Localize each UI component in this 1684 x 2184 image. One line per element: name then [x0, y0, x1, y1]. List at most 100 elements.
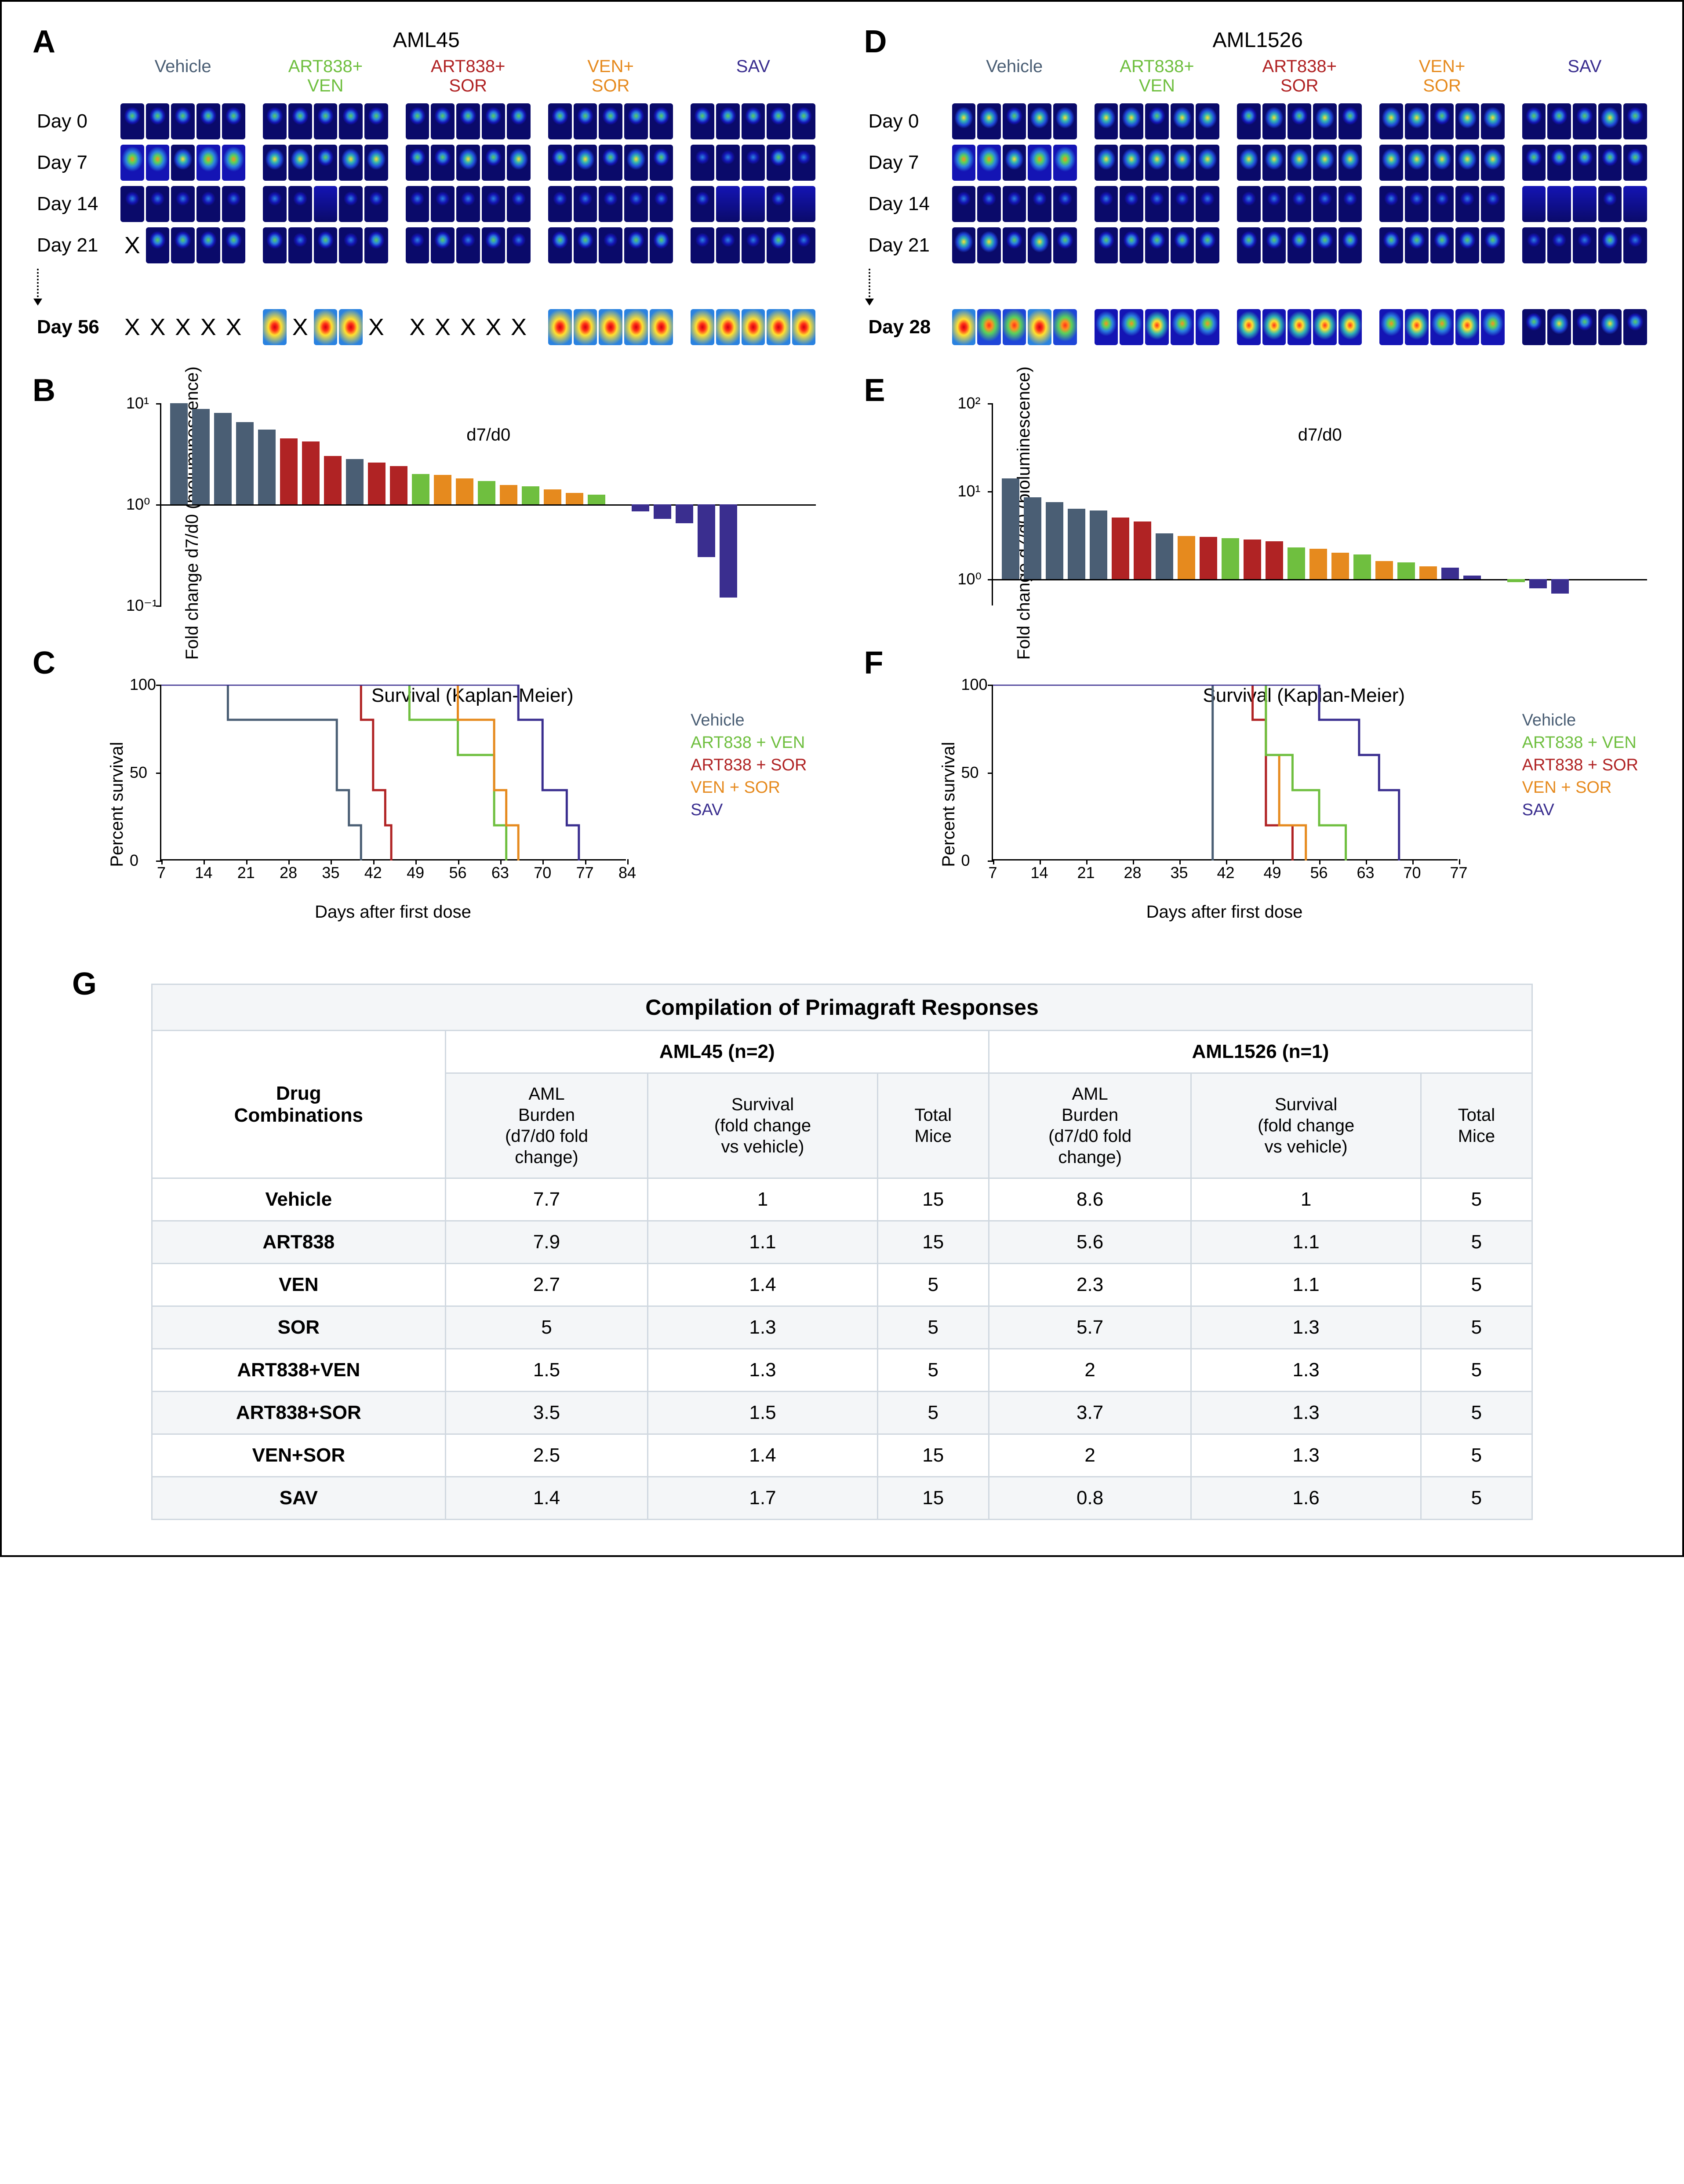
mouse-image: X — [406, 309, 429, 345]
mouse-image — [599, 227, 622, 263]
km-xtick-label: 21 — [1077, 864, 1095, 882]
table-cell: 1.3 — [1191, 1434, 1421, 1477]
table-cell: 15 — [877, 1434, 989, 1477]
table-cell: 5 — [877, 1349, 989, 1392]
mouse-image — [792, 227, 816, 263]
row-km: C Survival (Kaplan-Meier)050100714212835… — [37, 649, 1647, 931]
mouse-image — [716, 145, 740, 181]
bar — [346, 459, 364, 504]
mouse-image — [1573, 103, 1597, 139]
mouse-image — [650, 309, 673, 345]
table-cell: 1.4 — [648, 1264, 877, 1306]
mouse-image — [1573, 227, 1597, 263]
bar — [1222, 538, 1239, 579]
table-cell: 1.5 — [445, 1349, 648, 1392]
table-cell: 5 — [1421, 1392, 1532, 1434]
mouse-image — [482, 103, 506, 139]
mouse-image — [1338, 227, 1362, 263]
mouse-image — [339, 145, 363, 181]
mouse-image — [1379, 186, 1403, 222]
mouse-image — [599, 309, 622, 345]
panel-f: F Survival (Kaplan-Meier)050100714212835… — [869, 649, 1648, 931]
panel-a: A AML45 VehicleART838+VENART838+SORVEN+S… — [37, 28, 816, 350]
bar — [1419, 566, 1437, 579]
table-model-header: AML45 (n=2) — [445, 1031, 989, 1073]
mouse-image — [1028, 145, 1051, 181]
bar — [588, 495, 605, 504]
ivis-group-label: ART838+VEN — [1095, 57, 1219, 95]
mouse-image — [1171, 103, 1194, 139]
mouse-image — [1338, 103, 1362, 139]
table-cell: 1 — [1191, 1178, 1421, 1221]
mouse-image — [650, 227, 673, 263]
km-xtick-label: 70 — [1403, 864, 1421, 882]
mouse-image — [691, 227, 714, 263]
panel-letter-b: B — [33, 372, 55, 408]
mouse-image: X — [120, 309, 144, 345]
mouse-image — [364, 227, 388, 263]
table-cell: 3.5 — [445, 1392, 648, 1434]
table-cell: 1.5 — [648, 1392, 877, 1434]
table-cell: 5 — [1421, 1349, 1532, 1392]
mouse-image — [1095, 103, 1118, 139]
bar — [1507, 579, 1525, 582]
mouse-image — [952, 227, 976, 263]
table-cell: 1.7 — [648, 1477, 877, 1520]
bar — [1090, 510, 1107, 579]
mouse-image — [1262, 309, 1286, 345]
table-cell: 1.3 — [648, 1306, 877, 1349]
mouse-image — [1598, 309, 1622, 345]
table-cell-drug: VEN+SOR — [152, 1434, 446, 1477]
mouse-image — [1028, 103, 1051, 139]
mouse-image: X — [146, 309, 170, 345]
mouse-image — [1598, 186, 1622, 222]
table-cell: 0.8 — [989, 1477, 1191, 1520]
mouse-image — [548, 186, 572, 222]
mouse-image — [196, 145, 220, 181]
ivis-group-label: ART838+VEN — [263, 57, 388, 95]
mouse-image — [1481, 309, 1505, 345]
mouse-image: X — [222, 309, 246, 345]
mouse-image: X — [120, 227, 144, 263]
mouse-image — [507, 227, 531, 263]
km-ytick-label: 50 — [130, 763, 147, 782]
mouse-image — [792, 145, 816, 181]
mouse-image — [742, 186, 765, 222]
bar — [1266, 541, 1283, 579]
ivis-group-label: SAV — [691, 57, 815, 95]
mouse-image — [1547, 309, 1571, 345]
bar — [258, 430, 276, 504]
mouse-image — [263, 309, 287, 345]
km-xlabel: Days after first dose — [992, 902, 1458, 922]
mouse-image — [406, 186, 429, 222]
mouse-image — [1338, 309, 1362, 345]
bar — [1397, 562, 1415, 579]
table-cell: 5 — [877, 1264, 989, 1306]
mouse-image — [624, 103, 648, 139]
km-legend-item: ART838 + SOR — [691, 756, 807, 775]
mouse-image — [364, 186, 388, 222]
bar — [1200, 537, 1217, 579]
bar — [698, 504, 715, 557]
km-ytick-label: 50 — [961, 763, 979, 782]
mouse-image — [1196, 145, 1219, 181]
bar — [500, 485, 517, 504]
mouse-image — [1095, 227, 1118, 263]
ivis-group-label: SAV — [1522, 57, 1647, 95]
mouse-image — [1455, 309, 1479, 345]
mouse-image — [977, 145, 1001, 181]
mouse-image — [314, 227, 338, 263]
table-cell: 1 — [648, 1178, 877, 1221]
panel-d: D AML1526 VehicleART838+VENART838+SORVEN… — [869, 28, 1648, 350]
km-ylabel: Percent survival — [107, 742, 127, 867]
table-sub-header: TotalMice — [877, 1073, 989, 1178]
table-cell: 5 — [1421, 1178, 1532, 1221]
ivis-final-day-label: Day 56 — [37, 316, 120, 338]
mouse-image — [1522, 103, 1546, 139]
mouse-image — [977, 103, 1001, 139]
bar — [478, 481, 495, 504]
mouse-image — [339, 227, 363, 263]
ivis-group-label: VEN+SOR — [1379, 57, 1504, 95]
mouse-image — [288, 103, 312, 139]
km-legend-item: Vehicle — [691, 711, 807, 730]
